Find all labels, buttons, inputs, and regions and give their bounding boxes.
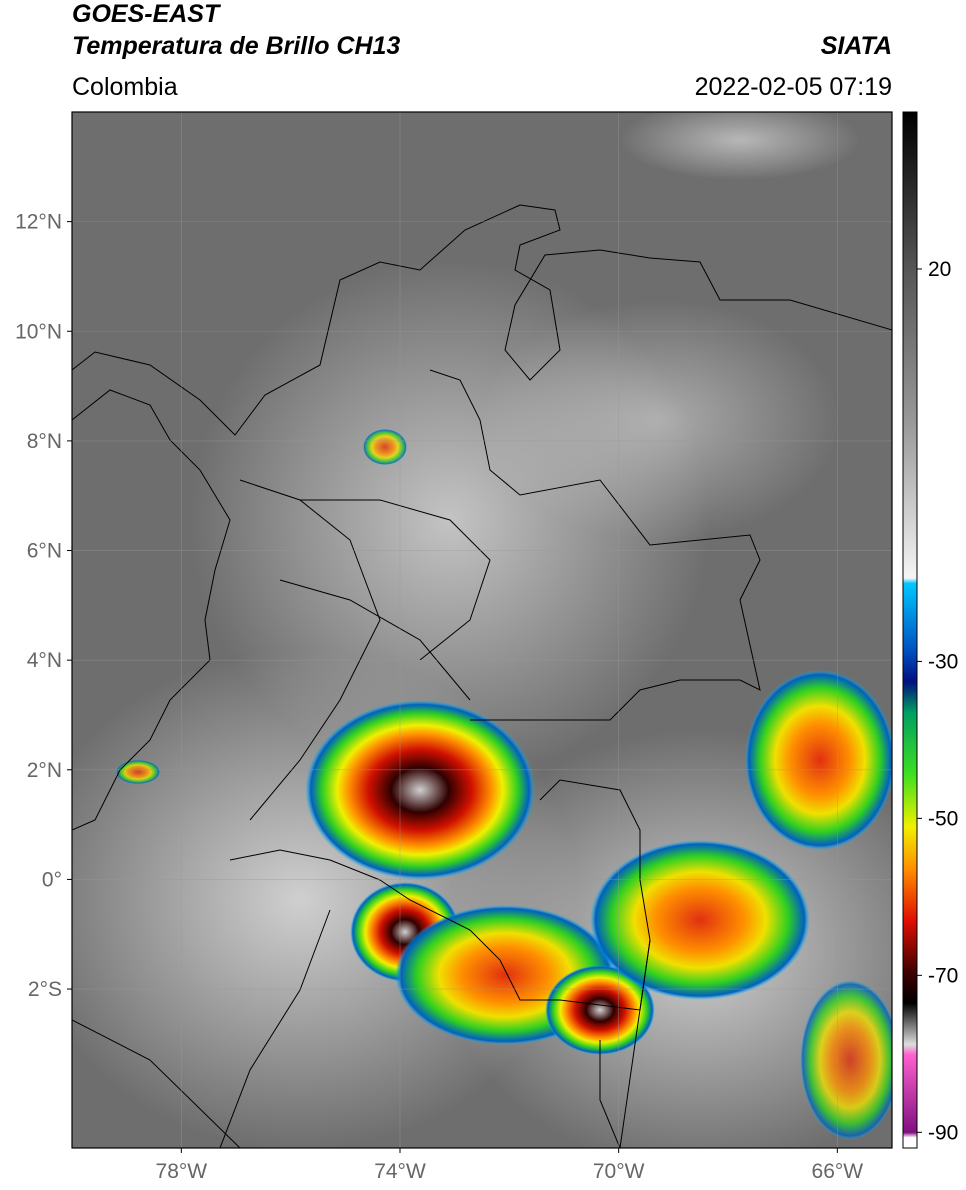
imagery: [72, 112, 892, 1148]
lon-tick-label: 78°W: [156, 1160, 208, 1183]
coastline: [72, 389, 231, 831]
storm: [545, 965, 655, 1055]
cloud: [480, 300, 840, 540]
source: SIATA: [821, 32, 892, 60]
lat-tick-label: 10°N: [15, 320, 62, 343]
lat-tick-label: 0°: [42, 868, 62, 891]
storm: [116, 760, 160, 784]
lon-tick-label: 74°W: [374, 1160, 426, 1183]
datetime: 2022-02-05 07:19: [695, 73, 892, 101]
region: Colombia: [72, 73, 178, 101]
lat-tick-label: 6°N: [27, 540, 62, 563]
colorbar: [902, 111, 918, 1149]
lon-tick-label: 66°W: [812, 1160, 864, 1183]
storm: [745, 670, 892, 850]
storm: [363, 429, 407, 465]
colorbar-tick-label: -50: [928, 807, 958, 830]
border: [429, 369, 761, 721]
title: GOES-EAST: [72, 0, 222, 28]
storm: [590, 840, 810, 1000]
border: [229, 779, 651, 1011]
lat-tick-label: 2°N: [27, 759, 62, 782]
border: [239, 479, 491, 821]
colorbar-tick-label: -90: [928, 1121, 958, 1144]
gridlines: [72, 112, 892, 1148]
border: [72, 909, 651, 1148]
lat-tick-label: 2°S: [28, 978, 62, 1001]
lon-tick-label: 70°W: [593, 1160, 645, 1183]
storm: [800, 980, 892, 1140]
cloud: [620, 112, 860, 180]
colorbar-tick-label: -30: [928, 650, 958, 673]
colorbar-tick-label: 20: [928, 258, 951, 281]
lat-tick-label: 4°N: [27, 649, 62, 672]
lat-tick-label: 12°N: [15, 211, 62, 234]
coastline: [72, 204, 892, 436]
map-frame: [71, 111, 893, 1149]
storm: [305, 700, 535, 880]
colorbar-tick-label: -70: [928, 964, 958, 987]
subtitle: Temperatura de Brillo CH13: [72, 32, 400, 60]
lat-tick-label: 8°N: [27, 430, 62, 453]
